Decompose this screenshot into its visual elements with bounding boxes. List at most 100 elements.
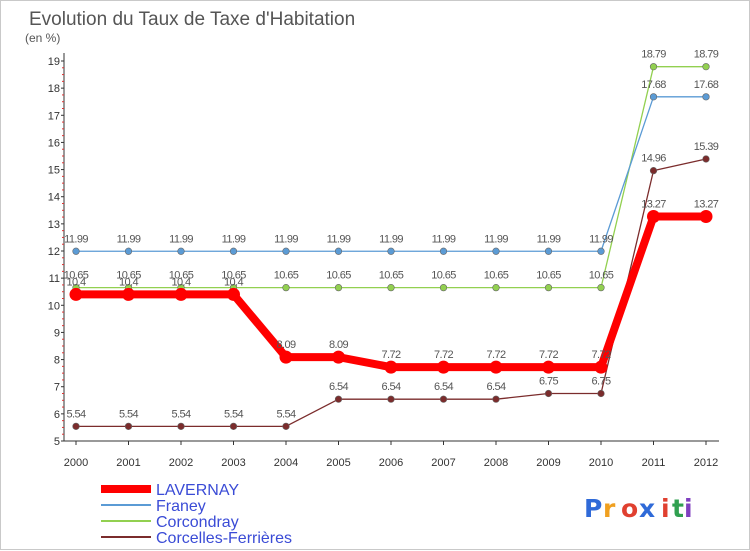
data-point [229, 422, 238, 430]
y-tick-label: 6 [54, 409, 60, 421]
data-label: 10.65 [169, 270, 194, 282]
data-point [437, 360, 450, 374]
data-label: 8.09 [276, 339, 295, 351]
y-tick-label: 11 [49, 273, 60, 285]
data-label: 6.75 [539, 376, 558, 388]
y-tick-label: 16 [48, 137, 60, 149]
data-point [702, 63, 710, 71]
data-point [282, 247, 290, 255]
legend-label: Corcondray [156, 514, 239, 531]
data-point [177, 422, 185, 430]
data-point [544, 284, 553, 292]
x-tick-label: 2006 [379, 457, 403, 469]
data-label: 6.54 [486, 381, 505, 393]
data-label: 6.54 [329, 381, 348, 393]
data-label: 18.79 [641, 49, 666, 61]
data-point [124, 422, 133, 430]
data-point [334, 395, 343, 403]
data-point [387, 284, 395, 292]
data-point [649, 167, 658, 175]
data-point [122, 287, 135, 301]
data-label: 11.99 [169, 233, 193, 245]
data-label: 10.65 [274, 270, 299, 282]
data-point [439, 284, 448, 292]
logo-letter: P [584, 494, 602, 523]
y-tick-label: 19 [48, 56, 60, 68]
data-label: 5.54 [171, 408, 190, 420]
data-label: 10.65 [589, 270, 614, 282]
data-label: 10.4 [224, 276, 243, 288]
data-label: 13.27 [641, 199, 666, 211]
data-point [387, 247, 395, 255]
y-tick-label: 17 [48, 110, 60, 122]
data-point [174, 287, 188, 301]
data-label: 11.99 [327, 233, 351, 245]
data-label: 10.65 [431, 270, 456, 282]
data-label: 5.54 [224, 408, 243, 420]
data-point [72, 422, 80, 430]
legend-item: LAVERNAY [101, 482, 239, 499]
data-label: 11.99 [589, 233, 613, 245]
data-label: 7.72 [539, 349, 558, 361]
data-point [594, 360, 608, 374]
series-1 [69, 210, 713, 374]
legend-label: Corcelles-Ferrières [156, 530, 292, 547]
y-tick-label: 18 [48, 83, 60, 95]
data-point [387, 395, 395, 403]
x-tick-label: 2012 [694, 457, 718, 469]
legend-label: LAVERNAY [156, 482, 239, 499]
y-tick-label: 14 [48, 192, 60, 204]
legend-item: Corcondray [101, 514, 239, 531]
chart-title: Evolution du Taux de Taxe d'Habitation [29, 9, 355, 30]
data-label: 6.54 [381, 381, 400, 393]
logo-letter: i [684, 494, 693, 523]
data-point [489, 360, 503, 374]
data-label: 11.99 [274, 233, 298, 245]
data-label: 7.72 [381, 349, 400, 361]
y-tick-label: 12 [48, 246, 60, 258]
data-point [279, 350, 293, 364]
data-point [702, 155, 710, 163]
data-label: 7.72 [591, 349, 610, 361]
data-point [334, 247, 343, 255]
x-tick-label: 2003 [221, 457, 245, 469]
data-point [72, 247, 80, 255]
data-label: 10.65 [64, 270, 89, 282]
data-point [597, 389, 605, 398]
x-tick-label: 2011 [642, 457, 666, 469]
logo-letter: i [661, 494, 670, 523]
x-tick-label: 2005 [326, 457, 350, 469]
data-label: 11.99 [64, 233, 88, 245]
data-label: 5.54 [119, 408, 138, 420]
legend-label: Franey [156, 498, 206, 515]
x-tick-label: 2002 [169, 457, 193, 469]
y-tick-label: 10 [48, 300, 60, 312]
logo-letter: o [621, 494, 638, 523]
data-label: 11.99 [484, 233, 508, 245]
logo-letter: t [672, 494, 684, 523]
logo-letter: x [639, 494, 655, 523]
data-labels: 5.54 5.54 5.54 5.54 5.54 6.54 6.54 6.54 6.54 6.75… [64, 49, 720, 421]
data-label: 10.65 [116, 270, 141, 282]
data-point [177, 247, 185, 255]
data-point [282, 422, 290, 430]
x-tick-label: 2004 [274, 457, 298, 469]
data-point [597, 247, 605, 255]
data-label: 10.4 [66, 276, 85, 288]
data-point [492, 395, 500, 403]
legend: LAVERNAYFraneyCorcondrayCorcelles-Ferriè… [101, 482, 292, 547]
series-2 [72, 93, 710, 255]
data-label: 5.54 [276, 408, 295, 420]
data-point [124, 247, 133, 255]
y-tick-label: 7 [54, 382, 60, 394]
data-point [699, 210, 713, 224]
data-label: 14.96 [641, 153, 666, 165]
y-tick-label: 8 [54, 355, 60, 367]
data-point [702, 93, 710, 101]
data-label: 10.65 [536, 270, 561, 282]
data-point [384, 360, 398, 374]
x-tick-label: 2010 [589, 457, 613, 469]
legend-item: Corcelles-Ferrières [101, 530, 292, 547]
legend-item: Franey [101, 498, 206, 515]
